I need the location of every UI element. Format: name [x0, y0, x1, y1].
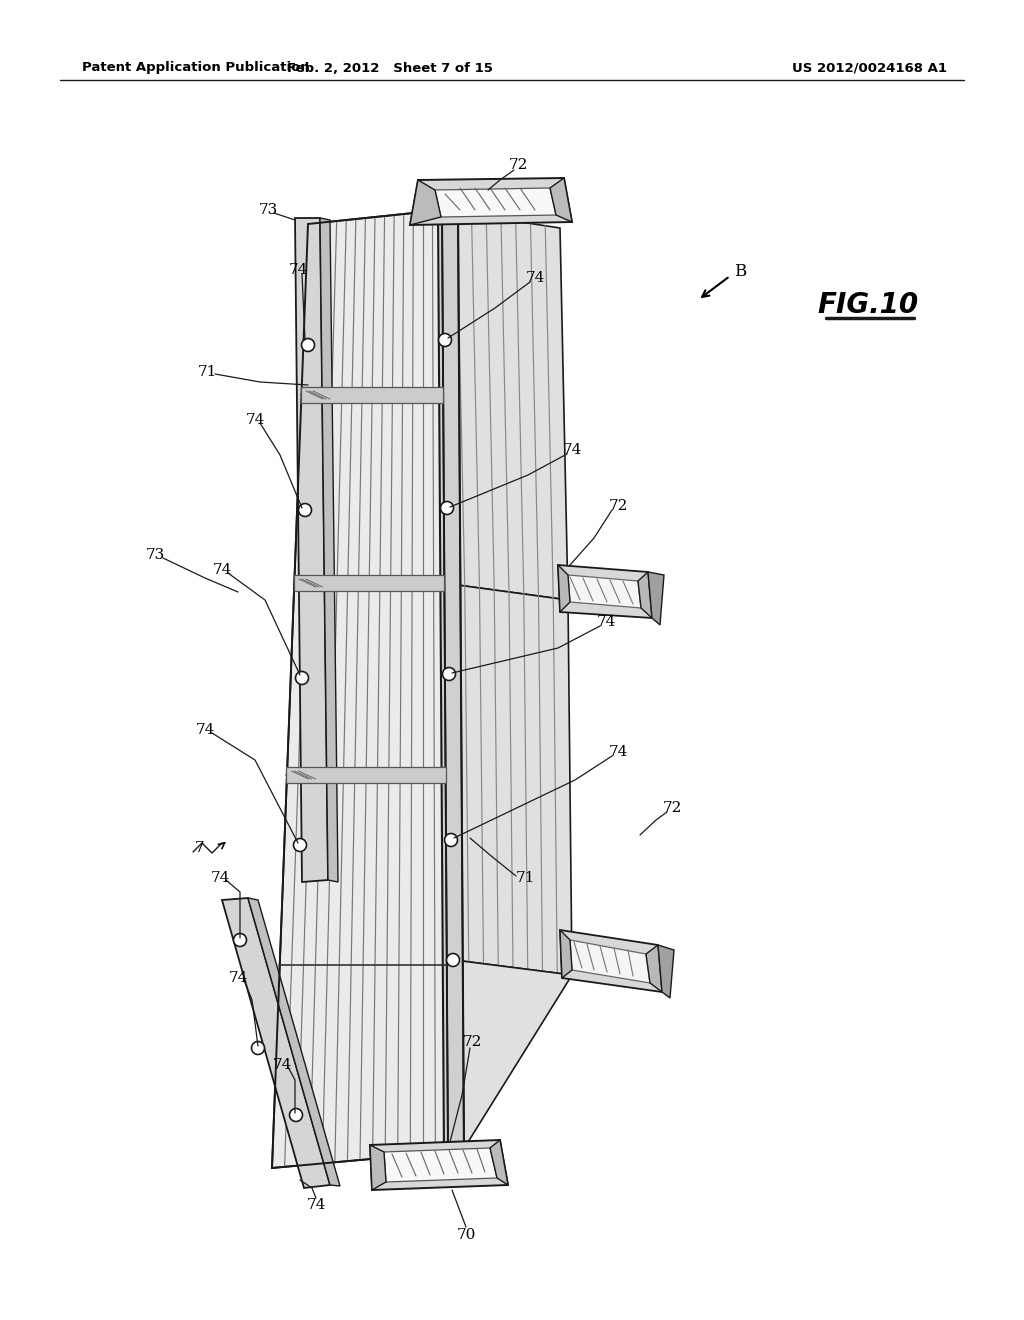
Polygon shape	[658, 945, 674, 998]
Polygon shape	[370, 1140, 508, 1191]
Text: 72: 72	[663, 801, 682, 814]
Text: 74: 74	[289, 263, 307, 277]
Polygon shape	[550, 178, 572, 222]
Polygon shape	[450, 583, 572, 975]
Circle shape	[233, 933, 247, 946]
Polygon shape	[490, 1140, 508, 1185]
Polygon shape	[435, 187, 556, 216]
Circle shape	[301, 338, 314, 351]
Polygon shape	[449, 960, 572, 1155]
Text: 71: 71	[515, 871, 535, 884]
Polygon shape	[646, 945, 662, 993]
Polygon shape	[568, 576, 641, 609]
Polygon shape	[294, 576, 444, 591]
Text: 74: 74	[228, 972, 248, 985]
Polygon shape	[370, 1144, 386, 1191]
Text: FIG.10: FIG.10	[817, 290, 919, 319]
Polygon shape	[272, 210, 449, 1168]
Text: Feb. 2, 2012   Sheet 7 of 15: Feb. 2, 2012 Sheet 7 of 15	[287, 62, 493, 74]
Text: 72: 72	[608, 499, 628, 513]
Circle shape	[252, 1041, 264, 1055]
Polygon shape	[295, 218, 328, 882]
Text: 73: 73	[145, 548, 165, 562]
Text: 72: 72	[508, 158, 527, 172]
Text: 74: 74	[212, 564, 231, 577]
Text: 7: 7	[196, 841, 205, 855]
Text: 74: 74	[306, 1199, 326, 1212]
Polygon shape	[438, 209, 464, 1158]
Polygon shape	[570, 940, 650, 983]
Circle shape	[296, 672, 308, 685]
Polygon shape	[384, 1148, 497, 1181]
Circle shape	[290, 1109, 302, 1122]
Text: B: B	[734, 264, 746, 281]
Polygon shape	[442, 210, 568, 601]
Polygon shape	[222, 898, 330, 1188]
Circle shape	[446, 953, 460, 966]
Polygon shape	[558, 565, 570, 612]
Circle shape	[444, 833, 458, 846]
Circle shape	[294, 838, 306, 851]
Polygon shape	[560, 931, 662, 993]
Polygon shape	[287, 767, 445, 783]
Circle shape	[438, 334, 452, 346]
Text: US 2012/0024168 A1: US 2012/0024168 A1	[793, 62, 947, 74]
Text: 72: 72	[462, 1035, 481, 1049]
Polygon shape	[410, 180, 441, 224]
Text: 74: 74	[608, 744, 628, 759]
Text: 74: 74	[246, 413, 264, 426]
Polygon shape	[248, 898, 340, 1185]
Text: 74: 74	[210, 871, 229, 884]
Polygon shape	[442, 210, 464, 1154]
Text: 74: 74	[562, 444, 582, 457]
Text: 73: 73	[258, 203, 278, 216]
Polygon shape	[648, 572, 664, 624]
Text: 74: 74	[196, 723, 215, 737]
Circle shape	[442, 668, 456, 681]
Polygon shape	[560, 931, 572, 978]
Circle shape	[440, 502, 454, 515]
Circle shape	[299, 503, 311, 516]
Text: 74: 74	[525, 271, 545, 285]
Polygon shape	[319, 218, 338, 882]
Polygon shape	[410, 178, 572, 224]
Text: 70: 70	[457, 1228, 476, 1242]
Text: 74: 74	[596, 615, 615, 630]
Polygon shape	[558, 565, 652, 618]
Text: 71: 71	[198, 366, 217, 379]
Text: 74: 74	[272, 1059, 292, 1072]
Text: Patent Application Publication: Patent Application Publication	[82, 62, 309, 74]
Polygon shape	[301, 387, 443, 403]
Polygon shape	[638, 572, 652, 618]
